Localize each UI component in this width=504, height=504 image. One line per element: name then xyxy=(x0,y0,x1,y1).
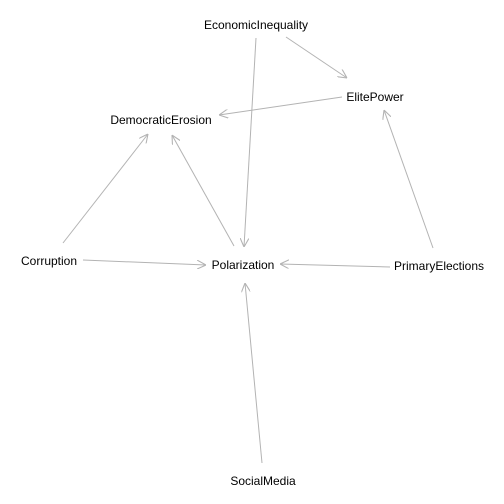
edge-primaryelections-to-polarization xyxy=(280,264,391,267)
node-economicinequality: EconomicInequality xyxy=(204,18,308,32)
edge-economicinequality-to-elitepower xyxy=(285,36,347,78)
edge-elitepower-to-democraticerosion xyxy=(219,96,343,115)
node-corruption: Corruption xyxy=(21,254,77,268)
edge-corruption-to-polarization xyxy=(82,259,206,265)
node-primaryelections: PrimaryElections xyxy=(394,259,484,273)
node-democraticerosion: DemocraticErosion xyxy=(110,113,211,127)
node-elitepower: ElitePower xyxy=(346,90,403,104)
edge-primaryelections-to-elitepower xyxy=(384,110,434,249)
node-polarization: Polarization xyxy=(212,258,275,272)
nodes-layer: EconomicInequality ElitePower Democratic… xyxy=(21,18,484,488)
node-socialmedia: SocialMedia xyxy=(230,474,296,488)
edge-socialmedia-to-polarization xyxy=(245,283,263,464)
edges-layer xyxy=(62,36,434,464)
edge-corruption-to-democraticerosion xyxy=(62,134,148,244)
edge-polarization-to-democraticerosion xyxy=(172,135,235,247)
edge-economicinequality-to-polarization xyxy=(244,37,257,247)
